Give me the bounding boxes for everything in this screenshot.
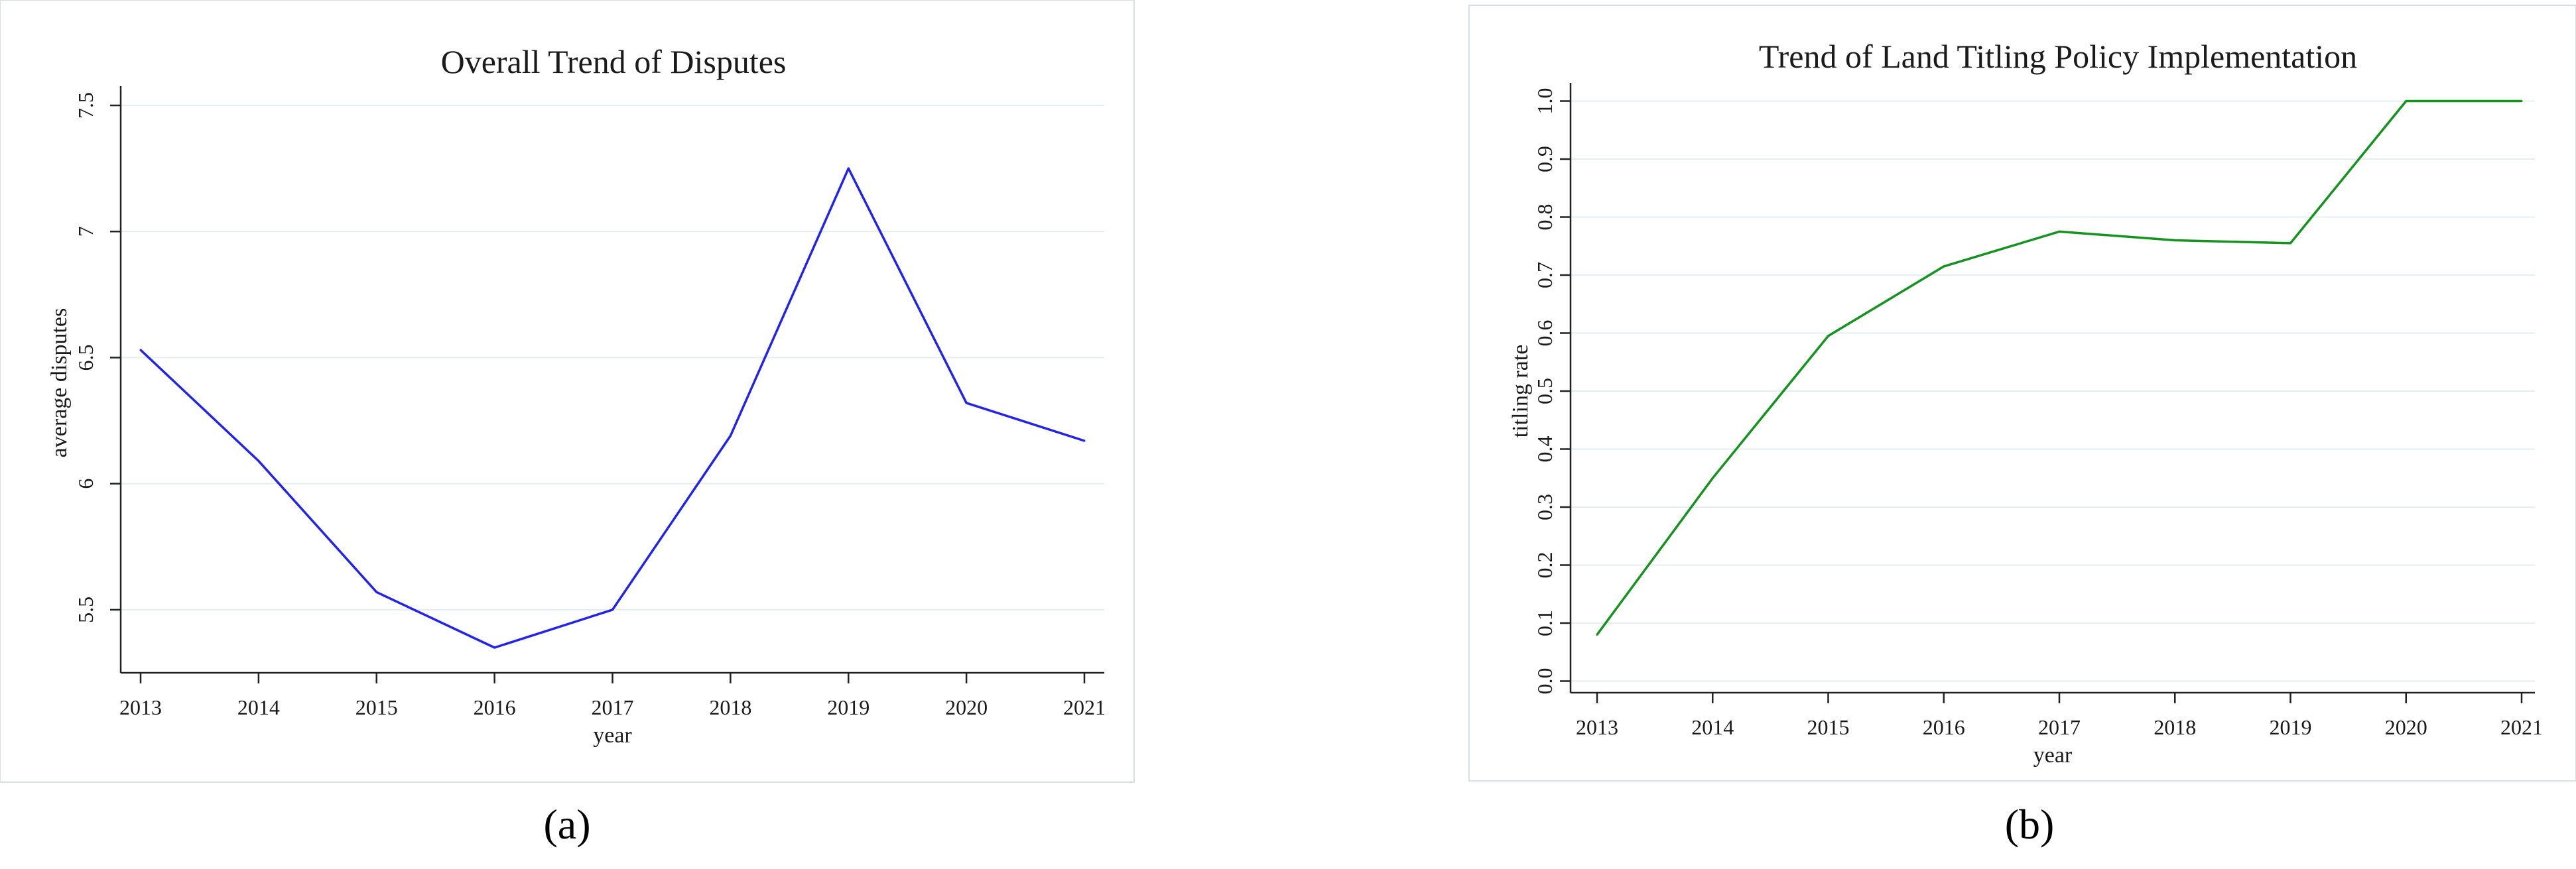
y-tick-label: 0.7 (1533, 262, 1557, 288)
y-tick-label: 7 (74, 226, 97, 237)
y-tick-label: 5.5 (74, 597, 97, 623)
x-axis-label: year (593, 723, 632, 748)
x-tick-label: 2021 (2500, 715, 2543, 739)
x-tick-label: 2014 (1691, 715, 1734, 739)
x-tick-label: 2018 (2154, 715, 2196, 739)
panel-label-a: (a) (543, 801, 590, 848)
x-tick-label: 2017 (2038, 715, 2081, 739)
y-tick-label: 0.2 (1533, 552, 1557, 579)
chart-panel-b: Trend of Land Titling Policy Implementat… (1468, 5, 2576, 782)
y-tick-label: 0.0 (1533, 668, 1557, 695)
y-tick-label: 0.5 (1533, 378, 1557, 404)
y-tick-label: 0.9 (1533, 146, 1557, 172)
y-tick-label: 6.5 (74, 344, 97, 371)
y-tick-label: 0.8 (1533, 204, 1557, 231)
x-tick-label: 2019 (827, 695, 869, 719)
chart-frame (1468, 5, 2576, 782)
x-tick-label: 2018 (709, 695, 751, 719)
x-tick-label: 2021 (1063, 695, 1106, 719)
x-tick-label: 2017 (592, 695, 634, 719)
x-tick-label: 2015 (1807, 715, 1850, 739)
series-point (612, 608, 613, 611)
series-point (1596, 634, 1598, 636)
x-tick-label: 2020 (945, 695, 988, 719)
y-tick-label: 0.1 (1533, 610, 1557, 636)
chart-title: Trend of Land Titling Policy Implementat… (1759, 38, 2357, 75)
y-tick-label: 0.6 (1533, 320, 1557, 347)
series-point (1827, 335, 1829, 337)
y-tick-label: 7.5 (74, 92, 97, 119)
series-point (965, 402, 968, 404)
chart-frame (0, 0, 1135, 783)
series-point (493, 646, 496, 649)
panel-label-b: (b) (2005, 801, 2055, 848)
series-point (729, 434, 732, 437)
chart-title: Overall Trend of Disputes (441, 43, 787, 80)
x-tick-label: 2019 (2270, 715, 2312, 739)
y-tick-label: 6 (74, 479, 97, 489)
series-point (847, 167, 850, 170)
series-point (1943, 265, 1945, 268)
x-tick-label: 2016 (474, 695, 516, 719)
series-point (257, 459, 260, 462)
y-axis-label: average disputes (47, 308, 72, 458)
series-point (2520, 100, 2523, 102)
x-tick-label: 2013 (119, 695, 162, 719)
series-point (139, 349, 142, 351)
series-point (375, 591, 378, 593)
series-point (1711, 477, 1714, 479)
y-tick-label: 0.3 (1533, 494, 1557, 520)
series-point (1083, 439, 1086, 442)
x-axis-label: year (2033, 743, 2073, 768)
x-tick-label: 2013 (1576, 715, 1618, 739)
chart-panel-a: Overall Trend of Disputes 5.5 6 6.5 7 7.5 2013… (0, 0, 1135, 783)
series-point (2405, 100, 2408, 102)
y-tick-label: 0.4 (1533, 436, 1557, 463)
x-tick-label: 2014 (237, 695, 280, 719)
x-tick-label: 2020 (2385, 715, 2427, 739)
x-tick-label: 2015 (355, 695, 398, 719)
series-point (2173, 239, 2176, 241)
series-point (2058, 230, 2061, 233)
y-axis-label: titling rate (1508, 345, 1533, 438)
x-tick-label: 2016 (1923, 715, 1965, 739)
series-point (2289, 242, 2291, 245)
y-tick-label: 1.0 (1533, 88, 1557, 115)
